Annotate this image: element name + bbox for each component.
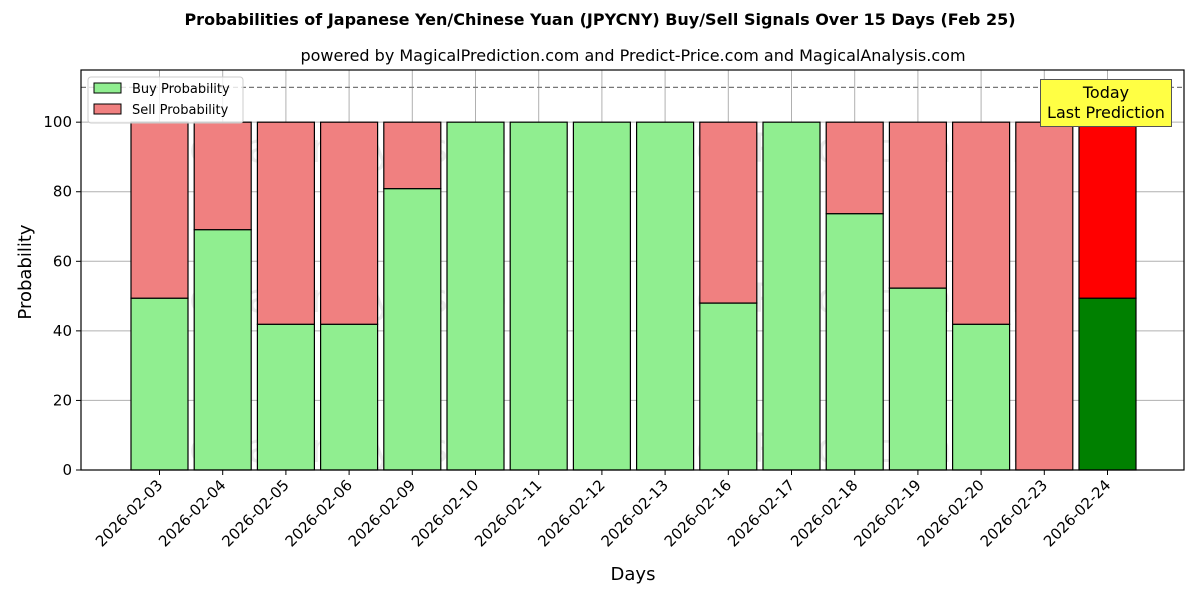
bar-group-2026-02-18 [825, 121, 884, 471]
bar-group-2026-02-10 [446, 121, 505, 471]
x-tick-label: 2026-02-16 [661, 476, 735, 550]
buy-bar [888, 287, 948, 471]
buy-bar [256, 323, 315, 471]
x-tick-label: 2026-02-18 [787, 476, 861, 550]
sell-bar [951, 121, 1011, 325]
x-tick-label: 2026-02-13 [598, 476, 672, 550]
bar-group-2026-02-11 [509, 121, 568, 471]
legend-box [87, 76, 244, 124]
x-tick-label: 2026-02-03 [92, 476, 166, 550]
bar-group-2026-02-20 [951, 121, 1011, 471]
sell-bar [825, 121, 884, 215]
bar-group-2026-02-13 [635, 121, 695, 471]
sell-bar [320, 121, 379, 325]
legend-buy-label: Buy Probability [132, 82, 230, 97]
y-tick-label: 20 [53, 391, 72, 409]
buy-bar [193, 229, 252, 471]
sell-bar [888, 121, 948, 289]
y-tick-label: 100 [43, 113, 72, 131]
bar-group-2026-02-23 [1015, 121, 1074, 471]
annotation-line-2: Last Prediction [1047, 103, 1165, 122]
annotation-line-1: Today [1082, 83, 1130, 102]
legend: Buy Probability Sell Probability [87, 76, 244, 124]
x-tick-label: 2026-02-11 [471, 476, 545, 550]
buy-bar [383, 188, 442, 471]
buy-bar [699, 302, 758, 471]
bar-group-2026-02-05 [256, 121, 315, 471]
buy-bar [635, 121, 695, 471]
bar-group-2026-02-03 [130, 121, 189, 471]
buy-bar [825, 213, 884, 471]
buy-bar [320, 323, 379, 471]
y-tick-label: 80 [53, 183, 72, 201]
sell-bar [1015, 121, 1074, 471]
buy-bar [1078, 297, 1137, 471]
legend-sell-swatch [93, 103, 122, 115]
buy-bar [572, 121, 632, 471]
x-tick-label: 2026-02-17 [724, 476, 798, 550]
x-tick-label: 2026-02-19 [850, 476, 924, 550]
chart-title: Probabilities of Japanese Yen/Chinese Yu… [184, 10, 1016, 29]
x-tick-label: 2026-02-20 [914, 476, 988, 550]
legend-sell-label: Sell Probability [132, 103, 229, 118]
x-tick-label: 2026-02-24 [1040, 476, 1114, 550]
sell-bar [193, 121, 252, 231]
bar-group-2026-02-17 [762, 121, 821, 471]
sell-bar [1078, 121, 1137, 299]
y-axis-label: Probability [15, 224, 36, 319]
buy-bar [130, 297, 189, 471]
buy-bar [951, 323, 1011, 471]
x-tick-label: 2026-02-06 [282, 476, 356, 550]
bar-group-2026-02-04 [193, 121, 252, 471]
y-tick-label: 60 [53, 252, 72, 270]
bar-group-2026-02-16 [699, 121, 758, 471]
sell-bar [699, 121, 758, 304]
x-axis-label: Days [611, 564, 656, 585]
buy-bar [446, 121, 505, 471]
buy-bar [762, 121, 821, 471]
x-tick-label: 2026-02-23 [977, 476, 1051, 550]
x-tick-label: 2026-02-09 [345, 476, 419, 550]
sell-bar [383, 121, 442, 190]
bar-group-2026-02-12 [572, 121, 632, 471]
x-tick-label: 2026-02-12 [534, 476, 608, 550]
plot-frame [80, 69, 1185, 471]
x-tick-label: 2026-02-04 [155, 476, 229, 550]
bar-group-2026-02-09 [383, 121, 442, 471]
sell-bar [256, 121, 315, 325]
y-tick-label: 40 [53, 322, 72, 340]
today-annotation: Today Last Prediction [1040, 79, 1172, 127]
buy-bar [509, 121, 568, 471]
x-tick-label: 2026-02-10 [408, 476, 482, 550]
bar-group-2026-02-19 [888, 121, 948, 471]
chart-subtitle: powered by MagicalPrediction.com and Pre… [300, 46, 966, 65]
sell-bar [130, 121, 189, 299]
bar-group-2026-02-06 [320, 121, 379, 471]
legend-buy-swatch [93, 82, 122, 94]
y-tick-label: 0 [62, 461, 72, 479]
x-tick-label: 2026-02-05 [218, 476, 292, 550]
bar-group-2026-02-24 [1078, 121, 1137, 471]
